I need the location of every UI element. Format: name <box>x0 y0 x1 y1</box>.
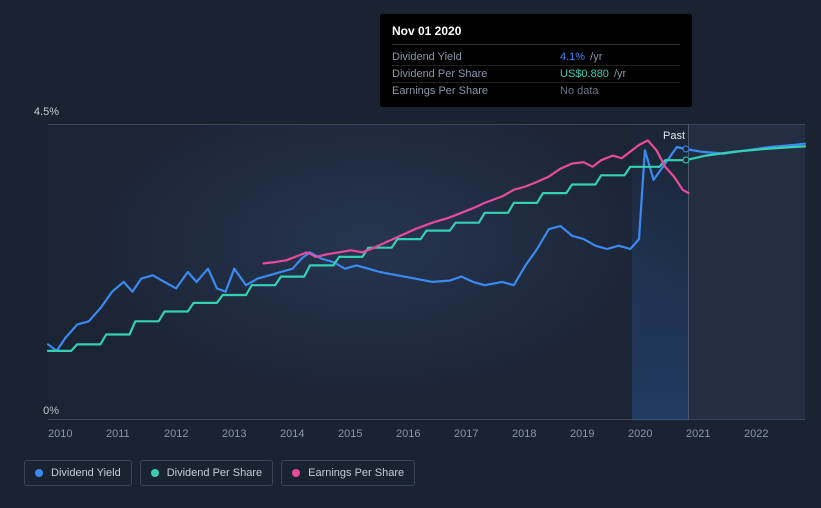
x-axis-tick: 2020 <box>628 428 686 440</box>
x-axis-tick: 2022 <box>744 428 802 440</box>
tooltip-metric-label: Dividend Per Share <box>392 68 560 80</box>
legend-color-dot <box>35 469 43 477</box>
legend-label: Dividend Yield <box>51 467 121 479</box>
tooltip-metric-value: No data <box>560 85 680 97</box>
legend-item[interactable]: Dividend Per Share <box>140 460 273 486</box>
legend-label: Dividend Per Share <box>167 467 262 479</box>
tooltip-row: Earnings Per ShareNo data <box>392 83 680 99</box>
x-axis-tick: 2018 <box>512 428 570 440</box>
x-axis-tick: 2014 <box>280 428 338 440</box>
legend-label: Earnings Per Share <box>308 467 404 479</box>
legend-item[interactable]: Earnings Per Share <box>281 460 415 486</box>
x-axis-tick: 2015 <box>338 428 396 440</box>
tooltip-date: Nov 01 2020 <box>392 24 680 45</box>
tooltip-metric-value: 4.1% /yr <box>560 51 680 63</box>
x-axis-tick: 2012 <box>164 428 222 440</box>
tooltip-row: Dividend Yield4.1% /yr <box>392 49 680 66</box>
x-axis-tick: 2013 <box>222 428 280 440</box>
tooltip-metric-value: US$0.880 /yr <box>560 68 680 80</box>
hover-tooltip: Nov 01 2020 Dividend Yield4.1% /yrDivide… <box>380 14 692 107</box>
series-line <box>48 146 805 351</box>
legend-item[interactable]: Dividend Yield <box>24 460 132 486</box>
y-axis-max: 4.5% <box>34 106 59 118</box>
legend-color-dot <box>292 469 300 477</box>
x-axis-tick: 2021 <box>686 428 744 440</box>
chart-plot-area[interactable] <box>48 124 805 420</box>
chart-lines <box>48 124 805 420</box>
legend-color-dot <box>151 469 159 477</box>
x-axis-tick: 2017 <box>454 428 512 440</box>
series-marker <box>682 145 689 152</box>
tooltip-row: Dividend Per ShareUS$0.880 /yr <box>392 66 680 83</box>
x-axis-tick: 2011 <box>106 428 164 440</box>
x-axis-tick: 2016 <box>396 428 454 440</box>
series-marker <box>682 157 689 164</box>
tooltip-metric-label: Dividend Yield <box>392 51 560 63</box>
x-axis: 2010201120122013201420152016201720182019… <box>48 428 805 440</box>
series-line <box>264 140 689 263</box>
series-line <box>48 144 805 351</box>
tooltip-metric-label: Earnings Per Share <box>392 85 560 97</box>
x-axis-tick: 2010 <box>48 428 106 440</box>
legend: Dividend Yield Dividend Per Share Earnings… <box>24 460 415 486</box>
x-axis-tick: 2019 <box>570 428 628 440</box>
